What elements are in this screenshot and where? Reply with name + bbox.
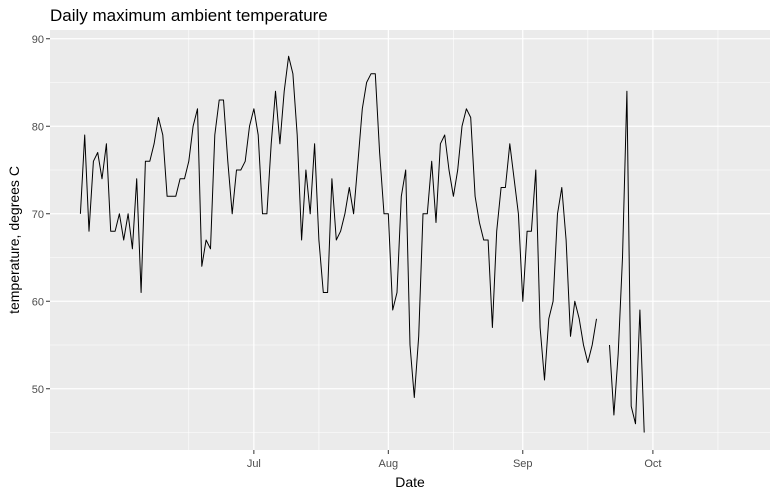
x-tick-label: Oct [644,458,661,470]
x-tick-label: Sep [513,458,533,470]
y-tick-label: 90 [32,34,44,46]
y-tick-label: 80 [32,121,44,133]
plot-panel [50,30,770,450]
x-tick-label: Jul [247,458,261,470]
y-tick-label: 70 [32,209,44,221]
y-tick-label: 50 [32,384,44,396]
y-tick-label: 60 [32,296,44,308]
x-tick-label: Aug [379,458,399,470]
